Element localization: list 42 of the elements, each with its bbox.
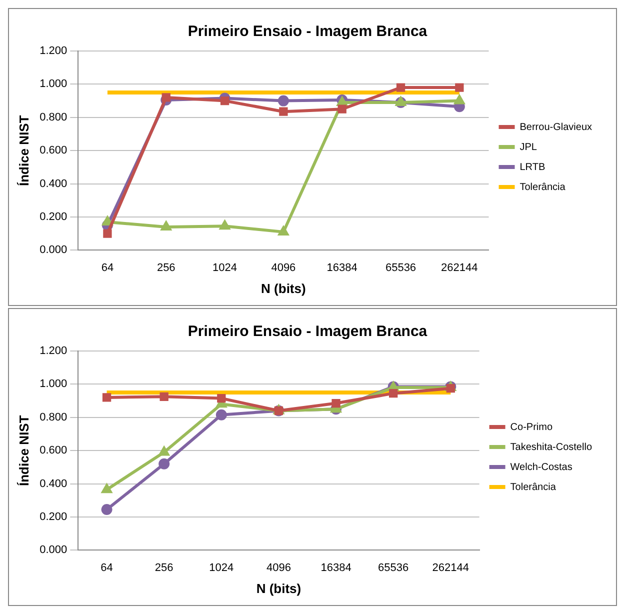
x-tick-label: 256 <box>156 262 176 274</box>
x-tick-label: 256 <box>154 562 174 574</box>
y-tick-label: 0.000 <box>40 544 68 556</box>
y-tick-label: 0.800 <box>40 111 68 124</box>
y-tick-label: 1.000 <box>40 378 68 390</box>
legend-label: Tolerância <box>510 482 556 493</box>
y-tick-label: 0.800 <box>40 411 68 424</box>
y-tick-label: 1.200 <box>40 45 68 58</box>
x-tick-label: 64 <box>101 262 114 274</box>
x-tick-label: 1024 <box>209 562 234 574</box>
y-tick-label: 0.400 <box>40 478 68 490</box>
y-axis-title: Índice NIST <box>16 115 32 186</box>
x-axis-title: N (bits) <box>261 280 306 296</box>
x-tick-label: 4096 <box>266 562 291 574</box>
chart-title: Primeiro Ensaio - Imagem Branca <box>188 23 428 40</box>
legend-label: Takeshita-Costello <box>510 442 592 453</box>
y-tick-label: 0.400 <box>40 178 68 190</box>
x-tick-label: 16384 <box>320 562 352 574</box>
y-tick-label: 1.200 <box>40 345 68 358</box>
x-tick-label: 262144 <box>432 562 469 574</box>
y-tick-label: 0.200 <box>40 511 68 524</box>
legend-label: Welch-Costas <box>510 462 572 473</box>
legend-label: Co-Primo <box>510 422 553 433</box>
x-axis-title: N (bits) <box>256 580 302 596</box>
x-tick-label: 1024 <box>212 262 238 274</box>
x-tick-label: 65536 <box>378 562 409 574</box>
x-tick-label: 65536 <box>385 262 416 274</box>
legend-label: Berrou-Glavieux <box>520 122 592 133</box>
y-tick-label: 0.600 <box>40 144 68 157</box>
x-tick-label: 16384 <box>326 262 358 274</box>
chart-title: Primeiro Ensaio - Imagem Branca <box>188 323 428 340</box>
y-tick-label: 0.200 <box>40 211 68 224</box>
legend-label: JPL <box>520 142 538 153</box>
y-axis-title: Índice NIST <box>16 415 32 486</box>
legend-label: Tolerância <box>520 182 566 193</box>
legend-label: LRTB <box>520 162 546 173</box>
x-tick-label: 64 <box>100 562 113 574</box>
y-tick-label: 1.000 <box>40 78 68 90</box>
x-tick-label: 262144 <box>441 262 478 274</box>
x-tick-label: 4096 <box>271 262 296 274</box>
y-tick-label: 0.600 <box>40 444 68 457</box>
y-tick-label: 0.000 <box>40 244 68 256</box>
